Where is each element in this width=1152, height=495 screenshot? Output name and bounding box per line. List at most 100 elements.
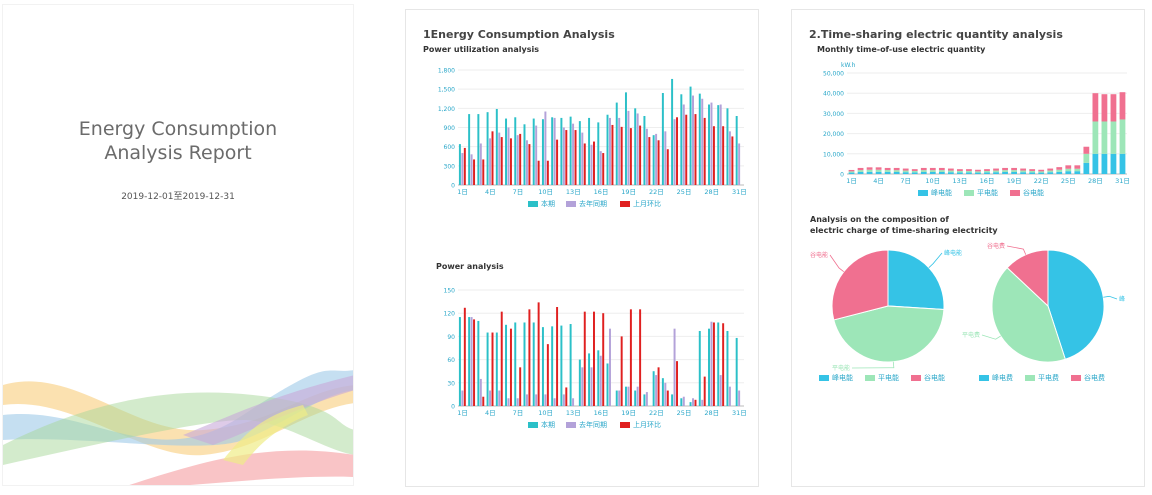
bar [532,322,535,406]
bar [627,386,630,406]
pie-label: 平电费 [962,331,980,339]
y-tick-label: 300 [444,163,456,170]
legend-label: 本期 [541,199,555,208]
pie-slice [991,266,1066,363]
bar [848,169,855,172]
y-tick-label: 60 [447,357,455,364]
bar [661,378,664,406]
bar [477,114,480,185]
legend-label: 上月环比 [633,199,661,208]
bar [698,93,701,185]
bar [528,309,531,406]
x-tick-label: 13日 [566,188,581,196]
bar [893,167,900,171]
bar [666,149,669,185]
bar [947,168,954,171]
bar [489,390,492,406]
y-tick-label: 0 [840,172,844,179]
y-tick-label: 10,000 [823,151,844,158]
bar [993,170,999,173]
legend-label: 谷电费 [1084,373,1105,382]
bar [491,131,494,185]
bar [1038,169,1045,172]
bar [738,143,741,185]
bar [505,324,508,406]
x-tick-label: 13日 [566,409,581,417]
bar [643,116,646,185]
bar [629,128,632,185]
bar [957,169,963,171]
time-sharing-page: 2.Time-sharing electric quantity analysi… [791,9,1145,487]
bar [1065,168,1072,172]
bar [920,171,927,174]
bar [537,302,540,406]
bar [1092,121,1099,154]
bar [938,167,945,171]
legend-label: 谷电能 [1023,188,1044,197]
bar [516,135,519,185]
bar [717,322,720,406]
legend-swatch [911,375,921,381]
bar [597,122,600,185]
bar [947,172,954,174]
bar [546,160,549,185]
bar [947,170,954,173]
bar [544,111,547,185]
bar [682,396,685,406]
bar [639,125,642,185]
power-utilization-chart: 0 300 600 900 1,200 1,500 1,800 1日 4日 7日 10日 13日 16日… [438,68,747,209]
bar [608,328,611,406]
bar [458,317,461,406]
bar [902,170,909,173]
x-tick-label: 22日 [649,188,664,196]
bar [1038,172,1045,174]
legend-label: 平电能 [878,373,899,382]
pie-label-line [981,334,1001,340]
bar [608,117,611,185]
bar [893,171,900,174]
bar [468,114,471,185]
pie-label-line [928,252,943,268]
y-tick-label: 120 [444,311,456,318]
bar [645,392,648,406]
bar [722,126,725,185]
decorative-waves [3,370,353,485]
bar [938,171,945,174]
bar [1011,170,1017,172]
bar [541,119,544,185]
bar [975,169,981,172]
bar [593,141,595,185]
bar [911,169,918,171]
bar [1092,93,1099,122]
x-tick-label: 4日 [873,177,884,185]
bar [1029,172,1036,174]
x-tick-label: 31日 [732,409,747,417]
pie-label: 谷电费 [987,242,1005,250]
bar [569,324,572,406]
legend-label: 去年同期 [579,199,607,208]
x-tick-label: 16日 [980,177,995,185]
bar [507,127,510,185]
bar [1056,169,1063,172]
bar [572,123,575,185]
bar [615,102,618,185]
x-tick-label: 10日 [538,409,553,417]
report-title: Energy Consumption Analysis Report [3,117,353,165]
bar [671,78,674,185]
bar [848,171,855,173]
bar [1029,170,1036,173]
bar [583,311,586,406]
bar [738,390,741,406]
x-tick-label: 1日 [846,177,857,185]
bar [514,117,517,185]
legend-label: 谷电能 [924,373,945,382]
bar [551,326,554,406]
bar [463,307,466,406]
x-tick-label: 1日 [457,188,468,196]
bar [975,172,981,174]
bar [1047,168,1054,171]
pie-label: 谷电能 [810,251,828,259]
bar [461,153,464,185]
bar [498,390,501,406]
bar [717,105,720,185]
